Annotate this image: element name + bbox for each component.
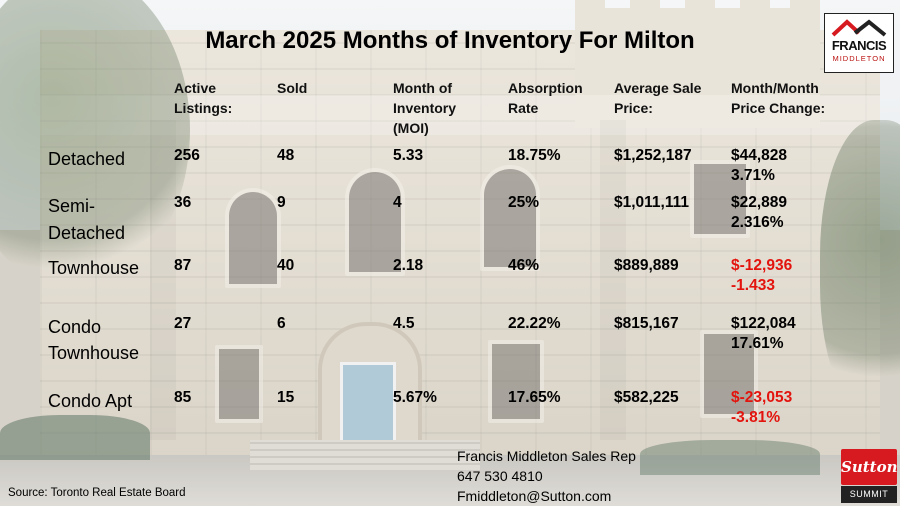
cell-sold: 15 [277,389,295,406]
header-average-sale-price: Average Sale Price: [614,80,702,116]
contact-phone: 647 530 4810 [457,468,543,484]
background-window [215,345,263,423]
summit-wordmark: SUMMIT [841,486,897,503]
header-sold: Sold [277,80,308,96]
cell-avg-price: $889,889 [614,257,679,274]
cell-absorption: 18.75% [508,147,561,164]
cell-moi: 5.33 [393,147,424,164]
row-label-condo-apt: Condo Apt [48,391,133,411]
cell-absorption: 17.65% [508,389,561,406]
background-steps [250,440,480,470]
row-label-condo-townhouse: Condo Townhouse [48,317,140,363]
cell-mom-change: $122,084 17.61% [731,315,796,352]
cell-sold: 6 [277,315,286,332]
source-note: Source: Toronto Real Estate Board [8,487,186,499]
sutton-summit-logo: Sutton SUMMIT [841,449,898,503]
contact-email: Fmiddleton@Sutton.com [457,488,612,504]
cell-avg-price: $1,011,111 [614,194,690,211]
cell-sold: 40 [277,257,295,274]
header-month-price-change: Month/Month Price Change: [731,80,826,116]
cell-absorption: 46% [508,257,540,274]
cell-moi: 4.5 [393,315,415,332]
background-bushes [640,440,820,475]
cell-avg-price: $1,252,187 [614,147,692,164]
francis-middleton-logo: FRANCIS MIDDLETON [824,13,894,73]
background-window [225,188,281,288]
row-label-townhouse: Townhouse [48,258,140,278]
cell-active: 36 [174,194,192,211]
background-tree [820,120,900,420]
background-window [488,340,544,423]
row-label-semi-detached: Semi- Detached [48,196,126,243]
background-tower [575,0,820,128]
header-active-listings: Active Listings: [174,80,233,116]
cell-sold: 9 [277,194,286,211]
background-pillar [600,120,626,440]
cell-active: 87 [174,257,192,274]
sutton-wordmark: Sutton [841,449,898,485]
cell-avg-price: $582,225 [614,389,679,406]
logo-name: FRANCIS [831,38,887,53]
row-label-detached: Detached [48,149,126,169]
cell-mom-change: $22,889 2.316% [731,194,788,231]
cell-moi: 5.67% [393,389,437,406]
background-window [690,160,750,238]
background-window [700,330,758,418]
cell-sold: 48 [277,147,295,164]
cell-active: 27 [174,315,192,332]
cell-avg-price: $815,167 [614,315,679,332]
cell-moi: 2.18 [393,257,424,274]
cell-active: 85 [174,389,192,406]
cell-mom-change: $-12,936 -1.433 [731,257,793,294]
cell-mom-change: $-23,053 -3.81% [731,389,793,426]
header-absorption-rate: Absorption Rate [508,80,583,116]
background-window [480,165,540,271]
slide-title: March 2025 Months of Inventory For Milto… [205,27,695,54]
cell-moi: 4 [393,194,402,211]
cell-active: 256 [174,147,200,164]
background-window [345,168,405,276]
header-moi: Month of Inventory (MOI) [393,80,457,136]
background-bushes [0,415,150,460]
cell-mom-change: $44,828 3.71% [731,147,788,184]
logo-sub: MIDDLETON [832,54,886,63]
cell-absorption: 22.22% [508,315,561,332]
house-roof-icon [831,19,887,37]
contact-name: Francis Middleton Sales Rep [457,448,636,464]
cell-absorption: 25% [508,194,540,211]
